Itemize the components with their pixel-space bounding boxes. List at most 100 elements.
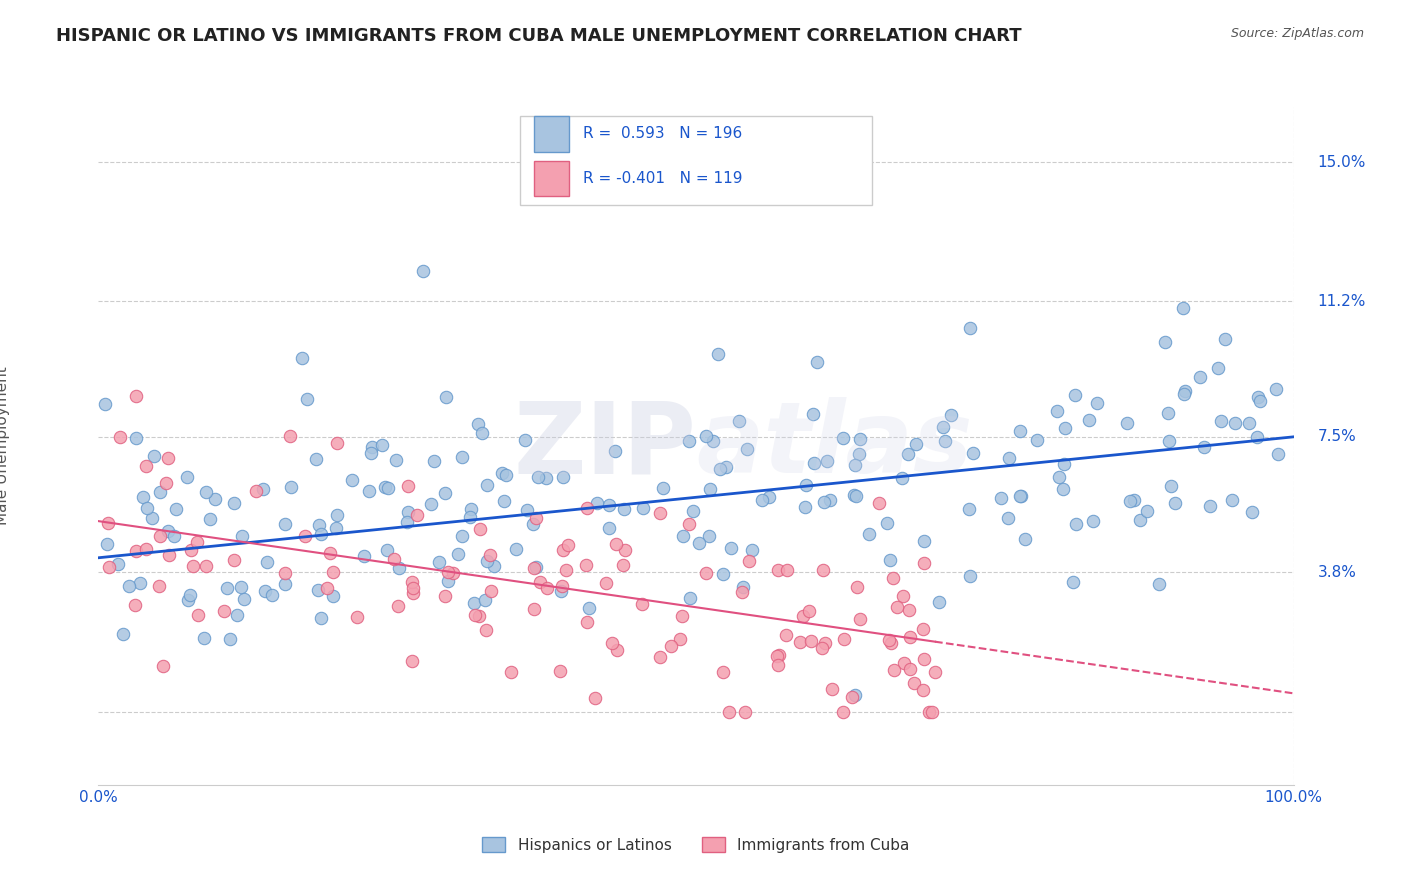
Point: [505, 541, 527, 556]
Point: [387, 599, 409, 614]
Point: [815, 453, 838, 467]
Point: [294, 529, 316, 543]
Point: [141, 511, 163, 525]
Point: [1052, 482, 1074, 496]
Text: R = -0.401   N = 119: R = -0.401 N = 119: [583, 171, 742, 186]
Point: [524, 511, 547, 525]
Point: [959, 321, 981, 335]
Point: [97, 560, 120, 574]
Point: [1241, 505, 1264, 519]
Point: [433, 486, 456, 500]
Point: [576, 615, 599, 629]
Point: [918, 705, 941, 719]
Point: [451, 450, 474, 465]
Point: [128, 576, 150, 591]
Point: [697, 528, 720, 542]
Point: [475, 554, 498, 568]
Point: [734, 705, 756, 719]
Point: [1222, 492, 1244, 507]
Point: [714, 460, 737, 475]
Point: [326, 508, 349, 523]
Point: [94, 397, 117, 411]
Point: [165, 501, 187, 516]
Point: [832, 705, 855, 719]
Point: [295, 392, 318, 406]
Point: [669, 632, 692, 646]
Point: [125, 389, 148, 403]
Point: [1119, 493, 1142, 508]
Point: [682, 504, 704, 518]
Point: [135, 459, 157, 474]
Text: 15.0%: 15.0%: [1317, 154, 1365, 169]
Text: Source: ZipAtlas.com: Source: ZipAtlas.com: [1230, 27, 1364, 40]
Point: [709, 462, 731, 476]
Point: [801, 407, 824, 421]
Point: [796, 478, 818, 492]
Point: [1047, 470, 1070, 484]
Point: [997, 450, 1019, 465]
Point: [603, 444, 626, 458]
Point: [811, 641, 834, 656]
Point: [650, 506, 672, 520]
Point: [659, 639, 682, 653]
Point: [898, 630, 921, 644]
Point: [371, 438, 394, 452]
Point: [868, 496, 890, 510]
Point: [849, 612, 872, 626]
Point: [876, 516, 898, 530]
Point: [731, 580, 754, 594]
Point: [152, 658, 174, 673]
Point: [136, 500, 159, 515]
Point: [912, 622, 935, 636]
Point: [959, 569, 981, 583]
Point: [458, 510, 481, 524]
Point: [678, 434, 700, 448]
Point: [231, 529, 253, 543]
Point: [434, 590, 457, 604]
Point: [711, 665, 734, 679]
Legend: Hispanics or Latinos, Immigrants from Cuba: Hispanics or Latinos, Immigrants from Cu…: [477, 830, 915, 859]
Point: [359, 484, 381, 499]
Point: [492, 493, 515, 508]
Point: [814, 636, 837, 650]
Point: [107, 558, 129, 572]
Text: Male Unemployment: Male Unemployment: [0, 367, 10, 525]
Point: [551, 470, 574, 484]
Point: [1025, 434, 1047, 448]
Point: [522, 516, 544, 531]
Point: [1053, 457, 1076, 471]
Point: [844, 688, 866, 702]
Point: [737, 554, 759, 568]
Point: [765, 648, 787, 663]
Point: [818, 492, 841, 507]
Point: [633, 500, 655, 515]
Point: [1213, 332, 1236, 346]
Point: [437, 565, 460, 579]
Point: [1129, 513, 1152, 527]
Point: [131, 490, 153, 504]
Point: [575, 558, 598, 572]
Point: [898, 603, 921, 617]
Point: [460, 501, 482, 516]
Point: [688, 535, 710, 549]
Point: [1160, 479, 1182, 493]
Point: [806, 355, 828, 369]
Point: [845, 489, 868, 503]
Point: [695, 566, 717, 580]
Point: [768, 563, 790, 577]
Point: [811, 563, 834, 577]
Point: [921, 705, 943, 719]
Point: [474, 593, 496, 607]
Point: [1192, 440, 1215, 454]
Point: [934, 434, 956, 448]
Point: [595, 575, 617, 590]
Point: [406, 508, 429, 523]
Point: [751, 493, 773, 508]
Point: [491, 467, 513, 481]
Point: [499, 665, 522, 679]
Point: [225, 607, 247, 622]
Point: [1010, 489, 1032, 503]
Point: [254, 583, 277, 598]
Point: [717, 705, 740, 719]
Point: [702, 434, 724, 448]
